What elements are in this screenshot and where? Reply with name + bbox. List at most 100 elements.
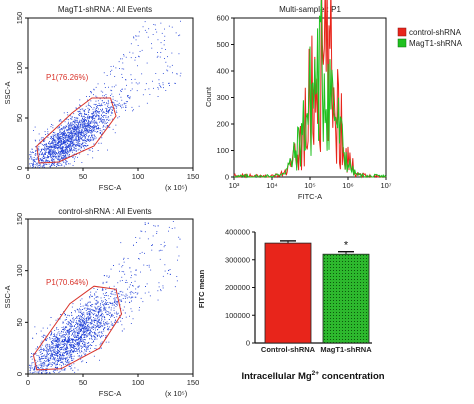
event-dot: [125, 296, 127, 298]
event-dot: [103, 320, 105, 322]
event-dot: [32, 151, 33, 153]
event-dot: [63, 136, 65, 138]
legend-label-control: control-shRNA: [409, 28, 462, 37]
event-dot: [87, 99, 89, 101]
event-dot: [79, 352, 81, 354]
event-dot: [87, 124, 89, 126]
event-dot: [41, 159, 43, 161]
event-dot: [43, 155, 45, 157]
event-dot: [89, 351, 91, 352]
event-dot: [74, 119, 76, 121]
event-dot: [75, 124, 77, 125]
event-dot: [91, 306, 93, 308]
event-dot: [77, 348, 79, 350]
event-dot: [59, 335, 61, 336]
event-dot: [131, 88, 133, 90]
event-dot: [61, 151, 63, 152]
event-dot: [67, 147, 69, 148]
event-dot: [65, 349, 66, 350]
event-dot: [83, 146, 84, 148]
event-dot: [95, 296, 97, 298]
event-dot: [113, 289, 115, 291]
event-dot: [46, 354, 48, 356]
event-dot: [68, 134, 69, 136]
event-dot: [49, 152, 50, 154]
event-dot: [44, 360, 45, 362]
y-tick-label: 400: [216, 67, 229, 76]
event-dot: [153, 87, 154, 89]
event-dot: [94, 319, 96, 321]
event-dot: [62, 355, 64, 357]
event-dot: [115, 104, 116, 106]
event-dot: [102, 293, 104, 295]
event-dot: [59, 142, 61, 143]
event-dot: [113, 105, 115, 106]
event-dot: [46, 365, 48, 366]
event-dot: [60, 151, 62, 152]
event-dot: [44, 151, 46, 153]
event-dot: [83, 346, 85, 347]
event-dot: [75, 127, 77, 129]
event-dot: [78, 145, 80, 147]
event-dot: [49, 146, 51, 148]
event-dot: [70, 140, 71, 142]
event-dot: [61, 139, 63, 141]
event-dot: [168, 269, 170, 271]
event-dot: [151, 245, 152, 246]
event-dot: [32, 163, 34, 165]
event-dot: [55, 336, 57, 337]
event-dot: [90, 91, 91, 92]
event-dot: [95, 111, 97, 113]
event-dot: [74, 346, 76, 348]
event-dot: [72, 333, 73, 334]
event-dot: [109, 286, 110, 288]
event-dot: [71, 364, 73, 366]
event-dot: [38, 158, 40, 160]
event-dot: [72, 124, 74, 125]
event-dot: [64, 343, 66, 345]
event-dot: [94, 338, 96, 340]
event-dot: [84, 138, 86, 139]
event-dot: [106, 292, 107, 293]
event-dot: [89, 317, 91, 319]
event-dot: [65, 141, 66, 143]
event-dot: [67, 336, 69, 338]
event-dot: [68, 128, 70, 130]
event-dot: [36, 157, 38, 159]
event-dot: [60, 366, 62, 368]
event-dot: [88, 328, 90, 330]
event-dot: [51, 147, 53, 148]
event-dot: [70, 146, 72, 148]
event-dot: [75, 119, 77, 121]
event-dot: [81, 316, 82, 317]
event-dot: [104, 308, 106, 310]
event-dot: [115, 124, 117, 126]
event-dot: [113, 309, 115, 311]
event-dot: [94, 138, 96, 140]
event-dot: [105, 300, 107, 301]
event-dot: [79, 99, 81, 101]
event-dot: [122, 265, 124, 266]
event-dot: [29, 371, 31, 373]
y-tick-label: 200: [216, 120, 229, 129]
event-dot: [71, 351, 73, 353]
event-dot: [131, 300, 132, 302]
event-dot: [86, 305, 88, 307]
event-dot: [41, 160, 43, 162]
event-dot: [33, 152, 34, 153]
event-dot: [70, 136, 72, 138]
event-dot: [33, 368, 35, 370]
event-dot: [59, 120, 60, 122]
event-dot: [86, 118, 88, 120]
event-dot: [65, 327, 66, 328]
event-dot: [120, 242, 122, 244]
event-dot: [97, 329, 98, 331]
event-dot: [55, 354, 57, 356]
event-dot: [81, 121, 83, 123]
event-dot: [107, 304, 109, 305]
event-dot: [63, 140, 65, 142]
event-dot: [70, 130, 72, 132]
event-dot: [44, 144, 46, 146]
event-dot: [110, 321, 112, 323]
